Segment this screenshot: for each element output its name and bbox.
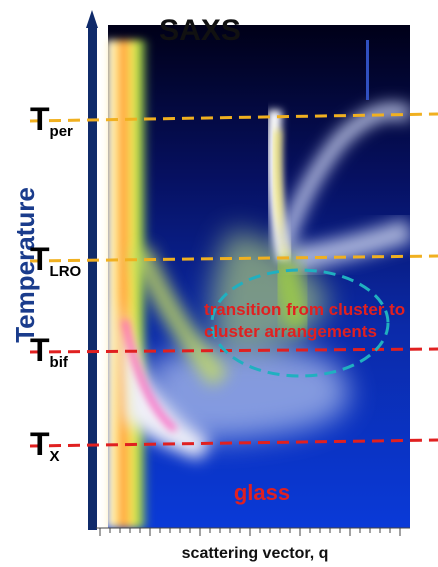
title: SAXS	[159, 14, 241, 47]
annotation-line: cluster arrangements	[204, 322, 377, 341]
level-symbol: T	[30, 332, 50, 368]
annotation-line: transition from cluster to	[204, 300, 405, 319]
figure: SAXS Temperature TperTLROTbifTX transiti…	[0, 0, 438, 567]
heatmap	[96, 25, 410, 528]
x-axis-label: scattering vector, q	[182, 545, 329, 562]
level-label: Tbif	[30, 332, 69, 371]
level-subscript: LRO	[50, 263, 82, 280]
level-subscript: bif	[50, 354, 69, 371]
level-symbol: T	[30, 426, 50, 462]
level-subscript: per	[50, 123, 74, 140]
level-symbol: T	[30, 241, 50, 277]
level-subscript: X	[50, 448, 60, 465]
page: SAXS Temperature TperTLROTbifTX transiti…	[0, 0, 438, 567]
level-symbol: T	[30, 101, 50, 137]
region-label: glass	[234, 480, 290, 505]
